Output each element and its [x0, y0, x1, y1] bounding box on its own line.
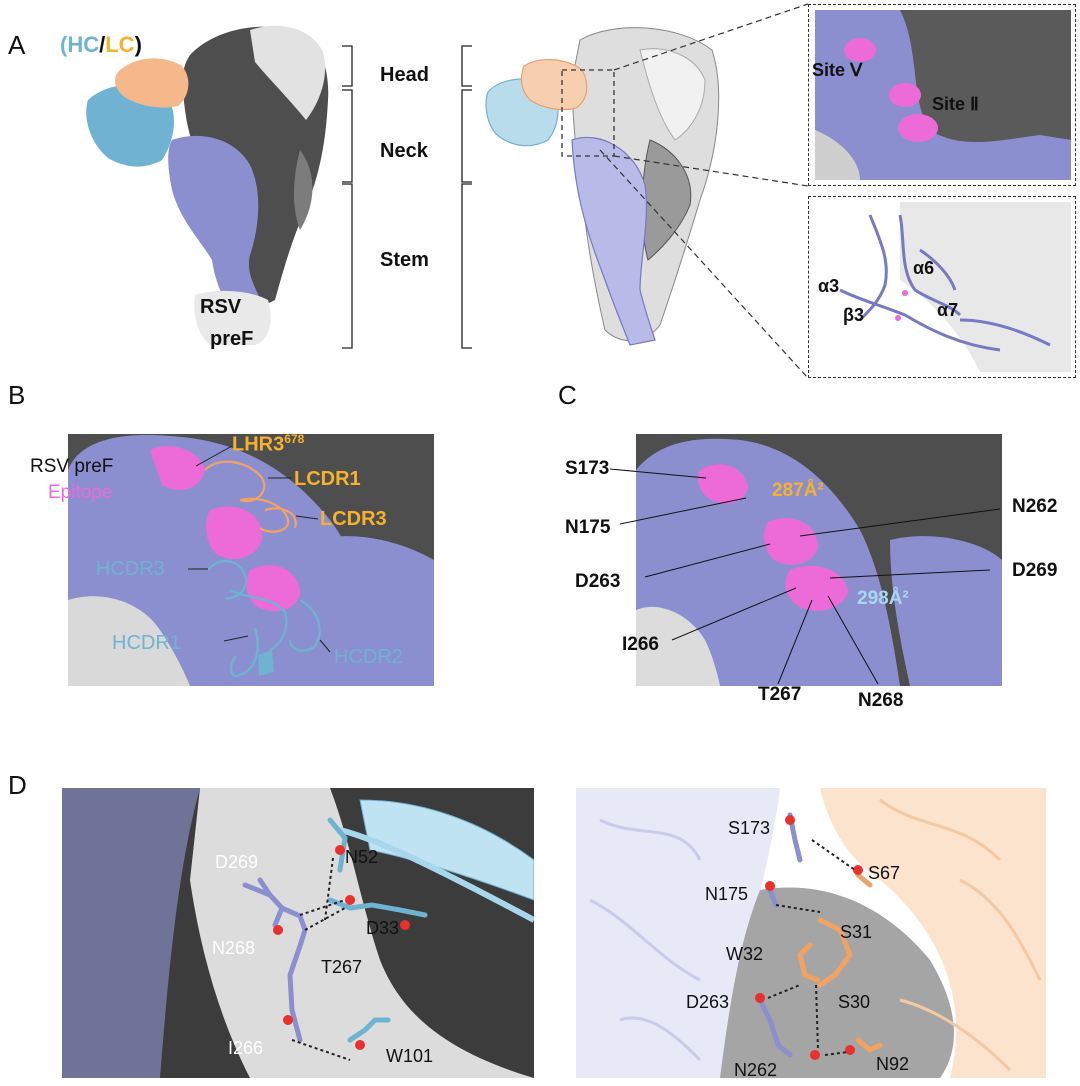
d-right-n175: N175	[705, 884, 749, 904]
d-left-t267: T267	[321, 957, 363, 977]
rsv-label-line1: RSV	[200, 296, 242, 318]
d-left-w101: W101	[386, 1046, 434, 1066]
inset-top-box	[808, 4, 1076, 186]
inset-alpha3: α3	[818, 276, 840, 296]
legend-open: (	[60, 32, 68, 57]
inset-site-ii: Site Ⅱ	[932, 94, 979, 114]
c-i266: I266	[622, 634, 659, 655]
d-right-n92: N92	[876, 1054, 910, 1074]
panel-a-letter: A	[8, 30, 26, 60]
b-rsv-label: RSV preF	[30, 456, 114, 477]
legend-lc: LC	[105, 32, 135, 57]
b-hcdr2-label: HCDR2	[334, 646, 403, 668]
b-hcdr3-label: HCDR3	[96, 558, 165, 580]
b-lhr3-text: LHR3	[232, 433, 285, 456]
c-area-lc: 287Å²	[772, 480, 824, 501]
b-lhr3-label: LHR3678	[232, 432, 304, 457]
legend-hc: HC	[67, 32, 100, 57]
inset-beta3: β3	[843, 305, 864, 325]
panel-b-letter: B	[8, 380, 26, 410]
b-hcdr1-label: HCDR1	[112, 632, 181, 654]
region-stem: Stem	[380, 249, 429, 271]
c-n262: N262	[1012, 496, 1058, 517]
d-right-s30: S30	[838, 992, 871, 1012]
inset-alpha7: α7	[937, 300, 959, 320]
d-left-d33: D33	[366, 918, 400, 938]
d-left-n52: N52	[345, 847, 379, 867]
b-lcdr3-label: LCDR3	[320, 508, 387, 530]
legend-slash: /	[99, 32, 106, 57]
d-right-s67: S67	[868, 863, 901, 883]
d-right-s173: S173	[728, 818, 771, 838]
rsv-label-line2: preF	[210, 328, 254, 350]
c-t267: T267	[758, 684, 802, 705]
c-s173: S173	[565, 458, 610, 479]
b-epitope-label: Epitope	[48, 482, 113, 503]
c-n175: N175	[565, 517, 611, 538]
inset-alpha6: α6	[913, 258, 935, 278]
c-n268: N268	[858, 690, 904, 711]
inset-site-v: Site Ⅴ	[812, 60, 863, 80]
d-right-d263: D263	[686, 992, 730, 1012]
d-left-n268: N268	[212, 938, 256, 958]
hc-lc-legend: (HC/LC)	[60, 32, 142, 58]
c-d263: D263	[575, 571, 621, 592]
panel-d-letter: D	[8, 770, 27, 800]
inset-bottom-box	[808, 196, 1076, 378]
b-lcdr1-label: LCDR1	[294, 468, 361, 490]
c-d269: D269	[1012, 560, 1058, 581]
region-neck: Neck	[380, 140, 428, 162]
region-head: Head	[380, 64, 429, 86]
d-left-d269: D269	[215, 852, 259, 872]
d-left-i266: I266	[228, 1038, 264, 1058]
b-lhr3-sup: 678	[284, 432, 305, 446]
d-right-n262: N262	[734, 1060, 778, 1080]
legend-close: )	[134, 32, 142, 57]
d-right-w32: W32	[726, 944, 764, 964]
d-right-s31: S31	[840, 922, 873, 942]
c-area-hc: 298Å²	[857, 588, 909, 609]
panel-c-letter: C	[558, 380, 577, 410]
